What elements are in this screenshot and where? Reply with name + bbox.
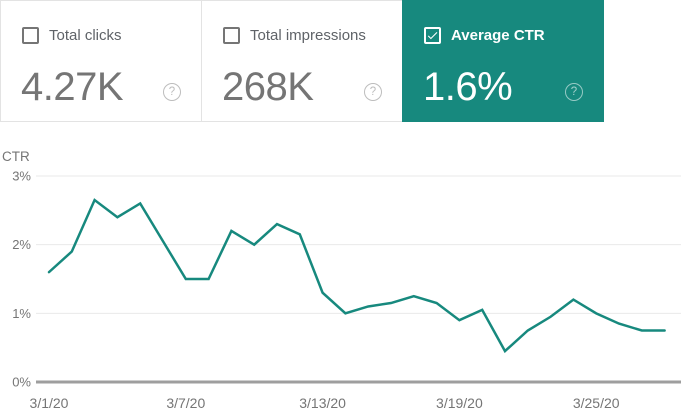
x-tick-label: 3/13/20 [299,395,346,411]
metric-card-average-ctr[interactable]: Average CTR 1.6% ? [402,0,604,122]
total-clicks-checkbox[interactable] [22,27,39,44]
ctr-chart-canvas: 0% 1% 2% 3% 3/1/20 3/7/20 3/13/20 3/19/20 3/25/2… [2,149,681,411]
x-tick-label: 3/1/20 [30,395,69,411]
ctr-line-series[interactable] [47,198,666,354]
y-tick-label: 0% [12,375,31,390]
x-tick-label: 3/19/20 [436,395,483,411]
metric-card-value: 4.27K [21,65,124,109]
help-icon[interactable]: ? [565,83,583,101]
metric-card-header: Total impressions [202,1,402,44]
y-axis-title: CTR [2,149,30,164]
metric-card-label: Total clicks [49,27,122,44]
metric-card-total-impressions[interactable]: Total impressions 268K ? [201,0,403,122]
help-icon[interactable]: ? [364,83,382,101]
average-ctr-checkbox[interactable] [424,27,441,44]
metric-cards: Total clicks 4.27K ? Total impressions 2… [0,0,604,122]
ctr-chart: 0% 1% 2% 3% 3/1/20 3/7/20 3/13/20 3/19/20 3/25/2… [0,140,686,415]
metric-card-header: Average CTR [403,1,603,44]
total-impressions-checkbox[interactable] [223,27,240,44]
y-tick-label: 2% [12,237,31,252]
x-tick-label: 3/25/20 [573,395,620,411]
metric-card-header: Total clicks [1,1,201,44]
x-tick-label: 3/7/20 [166,395,205,411]
metric-card-total-clicks[interactable]: Total clicks 4.27K ? [0,0,202,122]
y-tick-label: 3% [12,169,31,184]
metric-card-label: Total impressions [250,27,366,44]
metric-card-label: Average CTR [451,27,545,44]
metric-card-value: 268K [222,65,314,109]
checkmark-icon [427,32,438,40]
metric-card-value: 1.6% [423,65,513,109]
y-tick-label: 1% [12,306,31,321]
help-icon[interactable]: ? [163,83,181,101]
